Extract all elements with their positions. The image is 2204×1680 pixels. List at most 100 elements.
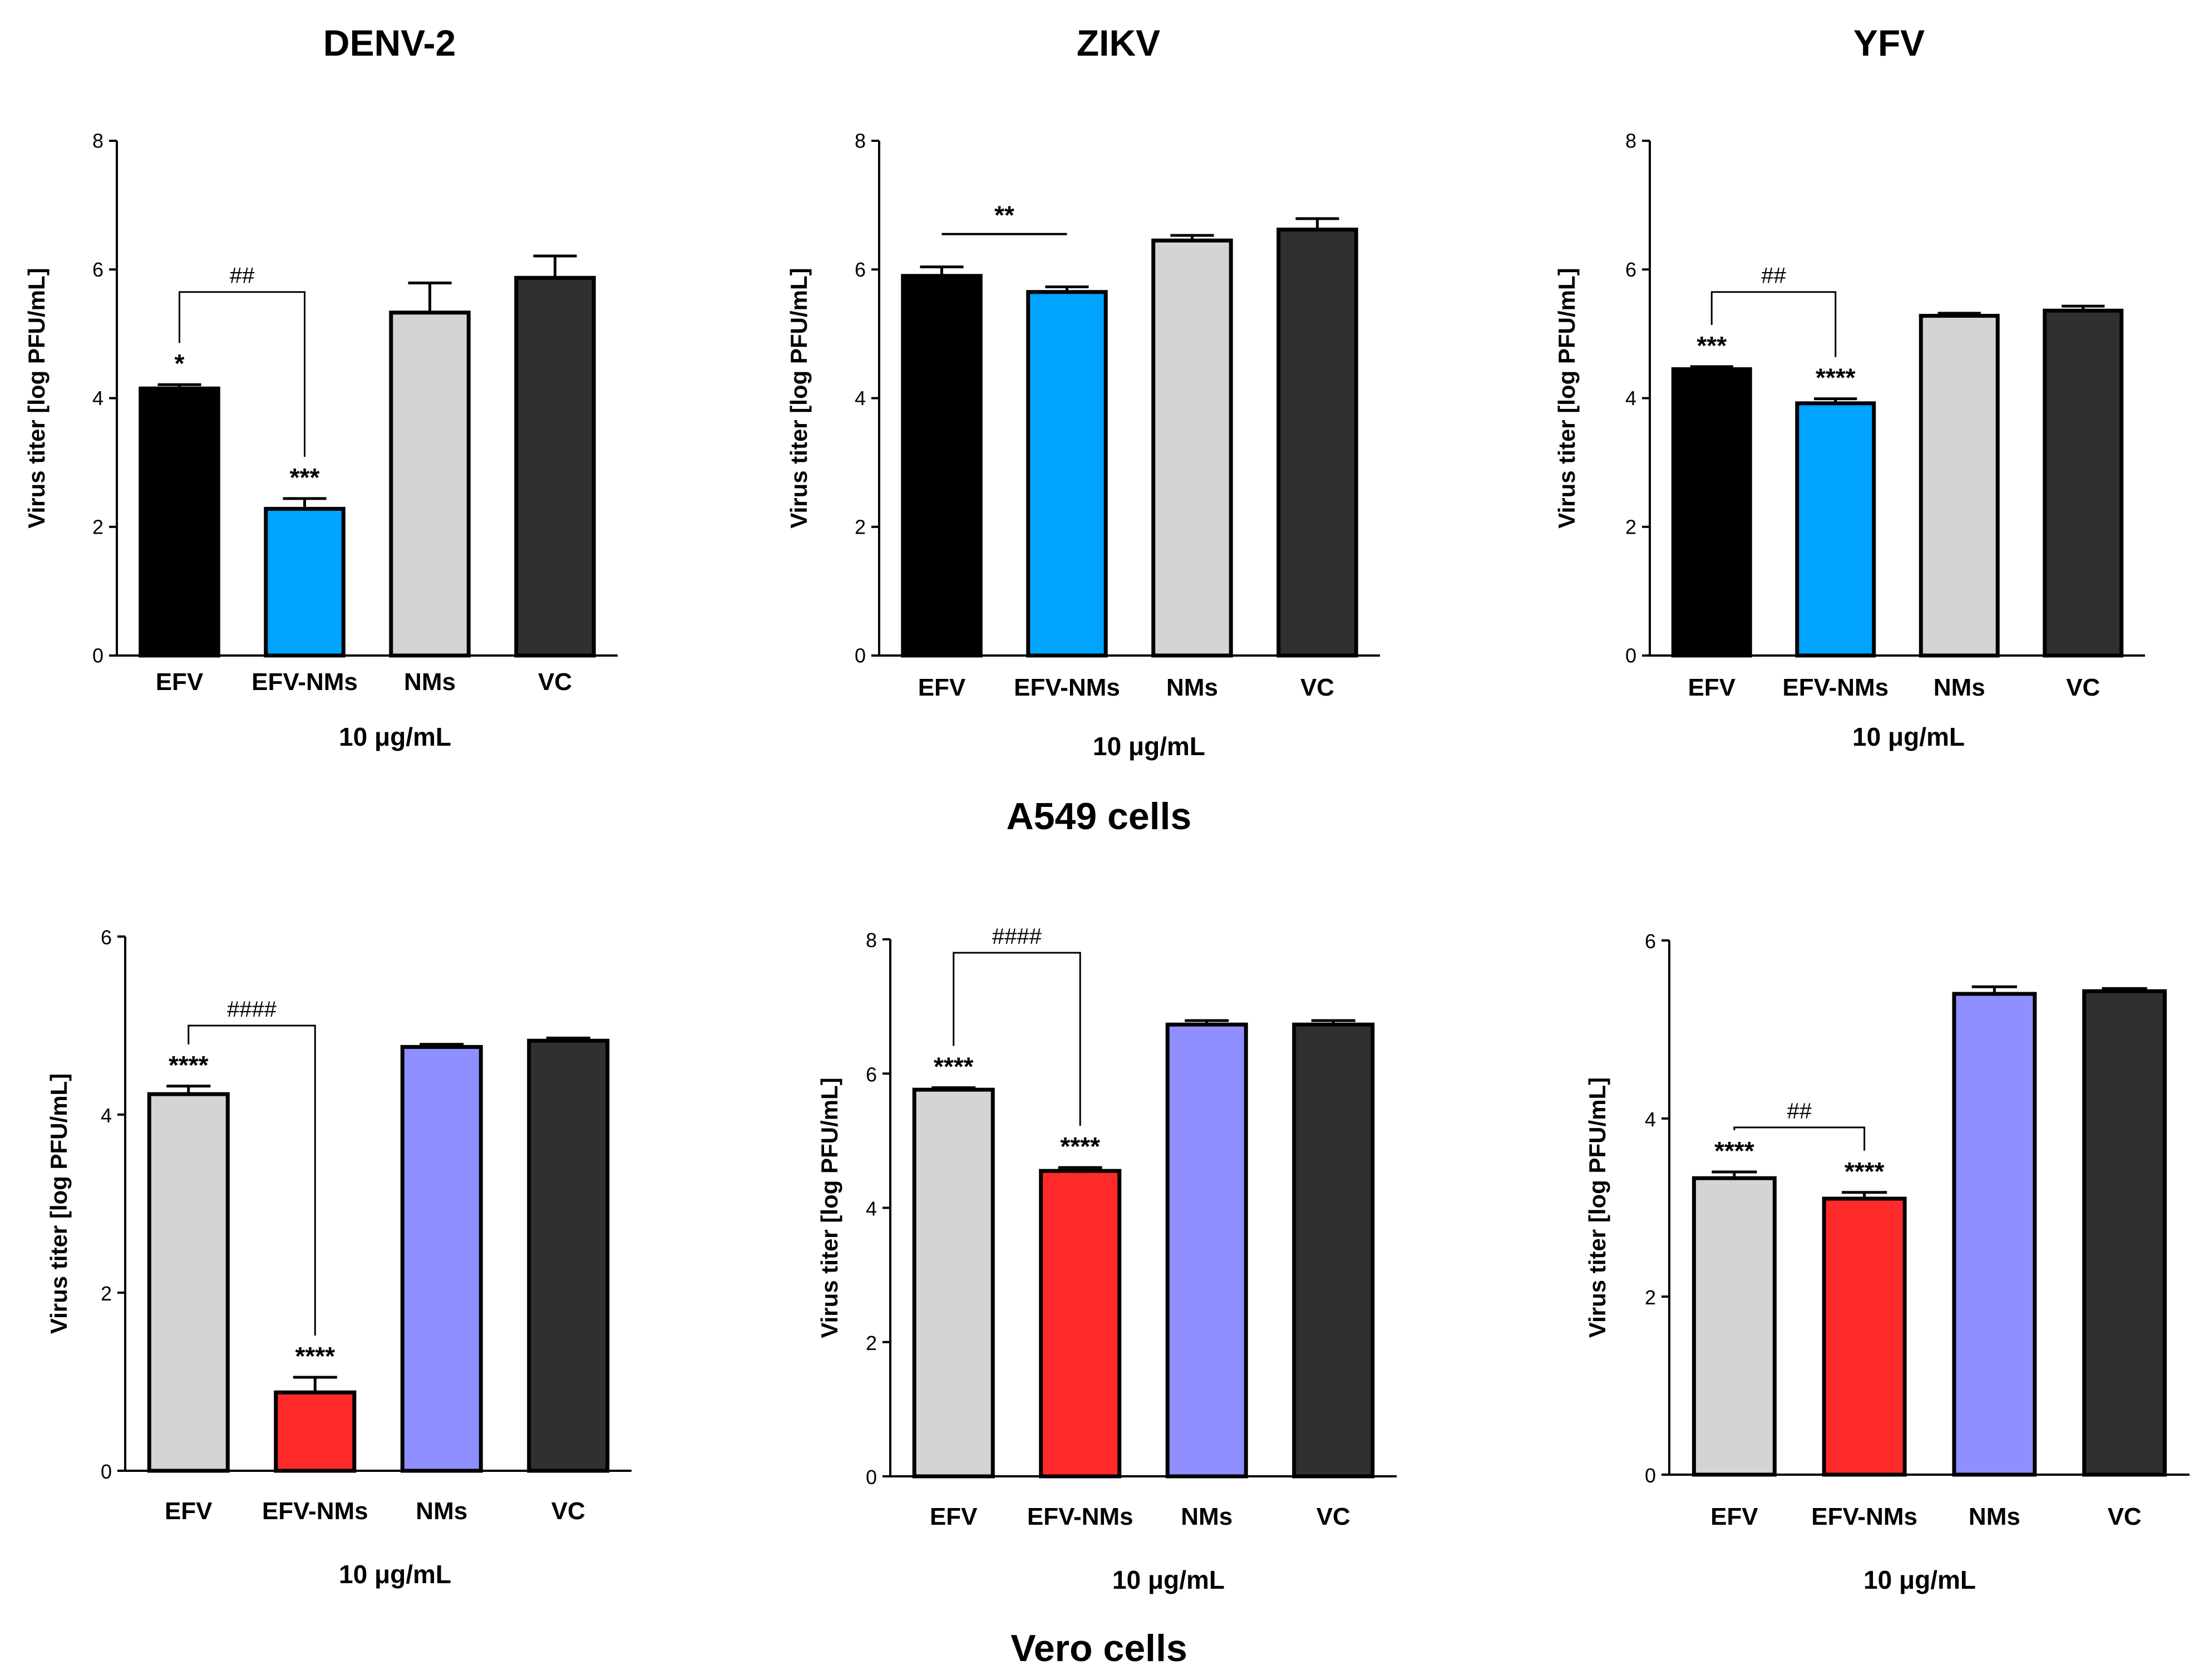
bar-vc: [514, 275, 596, 658]
y-tick-label: 0: [101, 1460, 112, 1483]
chart-panels: DENV-2 0 2 4 6 8 Virus titer [log PFU/mL] 10 μg…: [23, 22, 2190, 1594]
y-tick-label: 0: [1625, 644, 1636, 667]
category-label: VC: [2108, 1503, 2142, 1530]
category-label: EFV: [165, 1497, 213, 1525]
chart-panel-1: DENV-2 0 2 4 6 8 Virus titer [log PFU/mL] 10 μg…: [23, 22, 618, 751]
bar-efv-nms: [1795, 401, 1876, 658]
bar-efv-nms: [1822, 1196, 1907, 1477]
bar-efv: [912, 1087, 995, 1479]
x-axis-label: 10 μg/mL: [339, 722, 451, 751]
chart-panel-4: 0 2 4 6 Virus titer [log PFU/mL] 10 μg/mL EFV *…: [46, 926, 632, 1589]
category-label: VC: [538, 668, 572, 696]
significance-label: ***: [290, 463, 320, 492]
bar-nms: [1952, 992, 2037, 1477]
comparison-bracket: [179, 291, 305, 457]
bar-efv-nms: [1026, 290, 1108, 658]
chart-panel-3: YFV 0 2 4 6 8 Virus titer [log PFU/mL] 10 μg/mL…: [1554, 22, 2145, 751]
bar-nms: [1151, 238, 1233, 658]
y-tick-label: 6: [1645, 930, 1656, 953]
significance-label: ****: [1060, 1132, 1100, 1161]
category-label: VC: [551, 1497, 585, 1525]
y-tick-label: 0: [1645, 1464, 1656, 1487]
comparison-label: ##: [1787, 1099, 1812, 1124]
x-axis-label: 10 μg/mL: [1112, 1565, 1225, 1594]
category-label: NMs: [1166, 674, 1218, 701]
significance-label: *: [175, 349, 185, 378]
bar-efv-nms: [264, 506, 346, 658]
category-label: EFV-NMs: [252, 668, 358, 696]
y-tick-label: 8: [866, 929, 877, 952]
y-tick-label: 0: [92, 644, 103, 667]
comparison-label: **: [994, 201, 1014, 230]
chart-title: ZIKV: [1077, 22, 1160, 63]
bar-nms: [400, 1045, 483, 1473]
category-label: VC: [2066, 674, 2100, 701]
bar-vc: [1292, 1022, 1375, 1479]
comparison-bracket: [188, 1024, 316, 1336]
y-tick-label: 4: [866, 1198, 877, 1220]
y-tick-label: 8: [1625, 130, 1636, 152]
comparison-label: ####: [227, 997, 277, 1022]
chart-title: YFV: [1853, 22, 1925, 63]
y-tick-label: 2: [866, 1332, 877, 1354]
category-label: VC: [1317, 1503, 1350, 1530]
y-tick-label: 2: [1625, 515, 1636, 538]
category-label: EFV: [156, 668, 204, 696]
x-axis-label: 10 μg/mL: [339, 1560, 451, 1589]
y-axis-label: Virus titer [log PFU/mL]: [1584, 1077, 1610, 1338]
x-axis-label: 10 μg/mL: [1852, 722, 1965, 751]
significance-label: ****: [1714, 1136, 1754, 1165]
bar-efv-nms: [274, 1390, 357, 1473]
y-axis-label: Virus titer [log PFU/mL]: [786, 268, 812, 528]
row-title-a549: A549 cells: [1007, 795, 1192, 837]
bar-vc: [1276, 228, 1358, 658]
comparison-bracket: [1733, 1126, 1866, 1151]
y-tick-label: 4: [855, 387, 866, 410]
bar-efv: [139, 386, 220, 658]
chart-panel-5: 0 2 4 6 8 Virus titer [log PFU/mL] 10 μg/mL EFV…: [816, 924, 1397, 1594]
y-tick-label: 6: [101, 926, 112, 949]
y-axis-label: Virus titer [log PFU/mL]: [1554, 268, 1580, 528]
y-axis-label: Virus titer [log PFU/mL]: [816, 1077, 842, 1338]
y-axis-label: Virus titer [log PFU/mL]: [23, 268, 50, 528]
bar-vc: [2043, 308, 2124, 658]
chart-panel-6: 0 2 4 6 Virus titer [log PFU/mL] 10 μg/mL EFV *…: [1584, 930, 2190, 1594]
y-tick-label: 4: [101, 1104, 112, 1127]
significance-label: ****: [1845, 1157, 1885, 1186]
row-title-vero: Vero cells: [1010, 1627, 1187, 1669]
bar-nms: [1919, 314, 2000, 658]
comparison-label: ##: [1761, 264, 1786, 288]
y-tick-label: 0: [866, 1466, 877, 1489]
category-label: EFV-NMs: [1811, 1503, 1917, 1530]
y-tick-label: 0: [855, 644, 866, 667]
y-tick-label: 4: [1645, 1108, 1656, 1131]
category-label: NMs: [404, 668, 456, 696]
comparison-bracket: [1710, 291, 1837, 357]
category-label: NMs: [416, 1497, 467, 1525]
category-label: EFV-NMs: [262, 1497, 368, 1525]
bar-efv: [1671, 367, 1752, 658]
y-tick-label: 2: [92, 515, 103, 538]
y-tick-label: 2: [1645, 1286, 1656, 1309]
bar-efv: [901, 274, 983, 658]
bar-nms: [1165, 1022, 1248, 1479]
y-axis-label: Virus titer [log PFU/mL]: [46, 1073, 72, 1334]
y-tick-label: 2: [101, 1282, 112, 1305]
comparison-label: ####: [992, 924, 1042, 949]
significance-label: ****: [295, 1342, 335, 1371]
comparison-label: ##: [230, 264, 255, 288]
x-axis-label: 10 μg/mL: [1093, 732, 1205, 761]
significance-label: ***: [1697, 331, 1727, 360]
bar-efv: [147, 1092, 230, 1473]
chart-title: DENV-2: [323, 22, 456, 63]
category-label: EFV: [930, 1503, 978, 1530]
category-label: NMs: [1181, 1503, 1232, 1530]
y-tick-label: 2: [855, 515, 866, 538]
bar-vc: [527, 1038, 610, 1473]
significance-label: ****: [1816, 363, 1856, 392]
significance-label: ****: [934, 1052, 974, 1081]
category-label: EFV-NMs: [1782, 674, 1889, 701]
category-label: EFV-NMs: [1027, 1503, 1133, 1530]
chart-panel-2: ZIKV 0 2 4 6 8 Virus titer [log PFU/mL] 10 μg/m…: [786, 22, 1380, 761]
